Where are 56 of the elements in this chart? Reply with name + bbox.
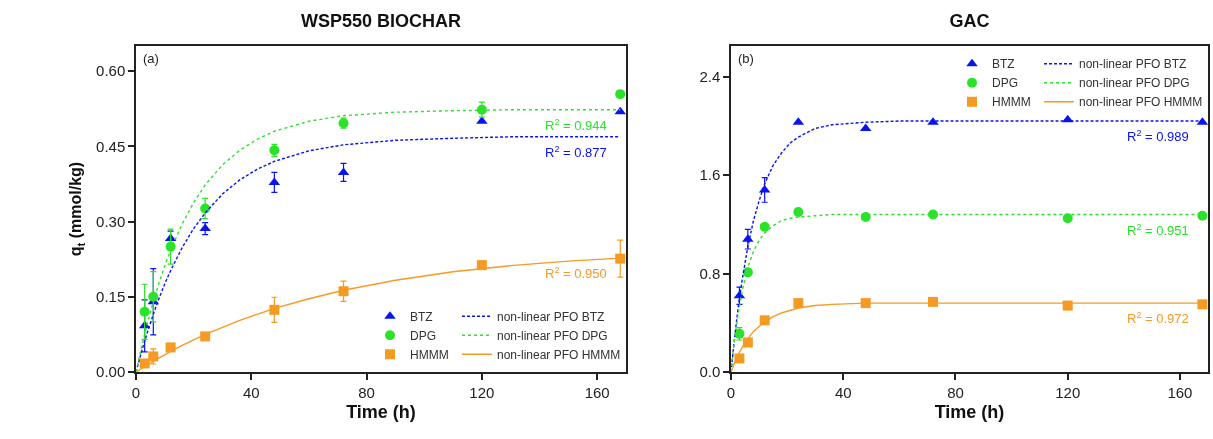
point: [1197, 210, 1208, 221]
legend-label: non-linear PFO DPG: [497, 328, 608, 343]
x-tick-label: 40: [834, 383, 852, 401]
y-tick-label: 0.45: [96, 137, 126, 155]
x-tick-label: 160: [584, 383, 610, 401]
point: [615, 253, 626, 264]
y-tick-label: 0.15: [96, 288, 126, 306]
legend-label: non-linear PFO DPG: [1079, 76, 1190, 91]
x-tick-label: 40: [242, 383, 260, 401]
annotation: (a): [143, 51, 159, 66]
y-tick-label: 1.6: [699, 166, 721, 184]
annotation: R$^{2}$ = 0.877: [545, 144, 607, 161]
point: [139, 306, 150, 317]
x-axis-title: Time (h): [934, 402, 1005, 423]
point: [615, 89, 626, 100]
legend-label: HMMM: [410, 347, 449, 362]
point: [1197, 299, 1208, 310]
x-tick-label: 80: [947, 383, 964, 401]
x-tick-label: 120: [1055, 383, 1081, 401]
y-tick-label: 2.4: [699, 68, 721, 85]
legend-label: non-linear PFO BTZ: [1079, 57, 1187, 72]
point: [793, 207, 804, 218]
point: [793, 298, 804, 309]
annotation: (b): [738, 51, 754, 66]
legend-label: non-linear PFO HMMM: [497, 347, 621, 362]
chart-title: GAC: [949, 11, 990, 32]
x-tick-label: 80: [358, 383, 375, 401]
chart-title: WSP550 BIOCHAR: [300, 11, 462, 32]
y-tick-label: 0.30: [96, 212, 126, 230]
y-tick-label: 0.60: [96, 62, 126, 80]
legend-label: BTZ: [410, 309, 433, 324]
legend-label: BTZ: [992, 57, 1015, 72]
x-tick-label: 0: [726, 383, 736, 401]
legend-label: non-linear PFO HMMM: [1079, 95, 1203, 110]
point: [1062, 213, 1073, 224]
point: [759, 221, 770, 232]
y-tick-label: 0.8: [699, 264, 721, 282]
x-tick-label: 0: [131, 383, 141, 401]
y-tick-label: 0.0: [699, 363, 721, 381]
legend-label: non-linear PFO BTZ: [497, 309, 605, 324]
annotation: R$^{2}$ = 0.950: [545, 265, 607, 282]
legend-label: DPG: [410, 328, 437, 343]
x-tick-label: 120: [469, 383, 495, 401]
point: [165, 342, 176, 353]
y-tick-label: 0.00: [96, 363, 126, 381]
annotation: R$^{2}$ = 0.989: [1127, 128, 1189, 145]
annotation: R$^{2}$ = 0.951: [1127, 222, 1189, 239]
point: [860, 212, 871, 222]
annotation: R$^{2}$ = 0.944: [545, 117, 607, 134]
point: [928, 209, 939, 220]
annotation: R$^{2}$ = 0.972: [1127, 310, 1189, 327]
point: [199, 223, 211, 232]
legend-label: DPG: [992, 76, 1019, 91]
x-axis-title: Time (h): [346, 402, 416, 423]
legend-label: HMMM: [992, 95, 1031, 110]
x-tick-label: 160: [1167, 383, 1193, 401]
